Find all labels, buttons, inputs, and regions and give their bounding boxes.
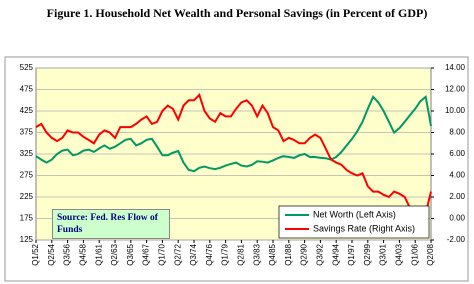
x-tick-label: Q3/92 — [316, 243, 325, 265]
y2-tick-label: 2.00 — [449, 192, 465, 201]
x-tick-label: Q2/72 — [173, 243, 182, 265]
series-line — [35, 94, 432, 173]
x-tick-label: Q4/85 — [268, 243, 277, 265]
y2-tick-label: 10.00 — [445, 106, 466, 115]
x-tick-label: Q4/76 — [205, 243, 214, 265]
y2-tick-label: 12.00 — [445, 85, 466, 94]
chart-title: Figure 1. Household Net Wealth and Perso… — [47, 6, 428, 20]
x-tick-label: Q1/52 — [31, 243, 40, 265]
x-tick-label: Q2/99 — [363, 243, 372, 265]
x-tick-label: Q1/97 — [347, 243, 356, 265]
x-tick-label: Q3/56 — [63, 243, 72, 265]
x-tick-label: Q2/54 — [47, 243, 56, 265]
y2-tick-label: 8.00 — [449, 128, 465, 137]
x-tick-label: Q2/08 — [426, 243, 435, 265]
y-tick-label: 225 — [20, 192, 34, 201]
series-line — [35, 93, 432, 215]
y-tick-label: 125 — [20, 235, 34, 244]
x-tick-label: Q1/06 — [410, 243, 419, 265]
y2-tick-label: 6.00 — [449, 149, 465, 158]
x-tick-label: Q3/65 — [126, 243, 135, 265]
x-tick-label: Q3/83 — [252, 243, 261, 265]
x-tick-label: Q2/81 — [237, 243, 246, 265]
x-tick-label: Q1/88 — [284, 243, 293, 265]
y2-tick-label: 4.00 — [449, 171, 465, 180]
y-tick-label: 325 — [20, 149, 34, 158]
x-tick-label: Q3/74 — [189, 243, 198, 265]
y2-tick-label: -2.00 — [447, 235, 466, 244]
y2-tick-label: 0.00 — [449, 214, 465, 223]
y2-tick-label: 14.00 — [445, 63, 466, 72]
y-tick-label: 275 — [20, 171, 34, 180]
y-tick-label: 525 — [20, 63, 34, 72]
x-tick-label: Q2/90 — [300, 243, 309, 265]
legend-label: Net Worth (Left Axis) — [313, 209, 396, 219]
x-tick-label: Q4/67 — [142, 243, 151, 265]
y-tick-label: 375 — [20, 128, 34, 137]
legend-label: Savings Rate (Right Axis) — [313, 223, 415, 233]
x-tick-label: Q1/61 — [94, 243, 103, 265]
x-tick-label: Q4/58 — [79, 243, 88, 265]
legend-box — [278, 205, 430, 239]
x-tick-label: Q1/79 — [221, 243, 230, 265]
annotation: Source: Fed. Res Flow of Funds — [52, 209, 170, 239]
y-tick-label: 475 — [20, 85, 34, 94]
x-tick-label: Q1/70 — [158, 243, 167, 265]
x-tick-label: Q3/01 — [379, 243, 388, 265]
x-tick-label: Q2/63 — [110, 243, 119, 265]
y-tick-label: 425 — [20, 106, 34, 115]
y-tick-label: 175 — [20, 214, 34, 223]
x-tick-label: Q4/03 — [395, 243, 404, 265]
x-tick-label: Q4/94 — [331, 243, 340, 265]
